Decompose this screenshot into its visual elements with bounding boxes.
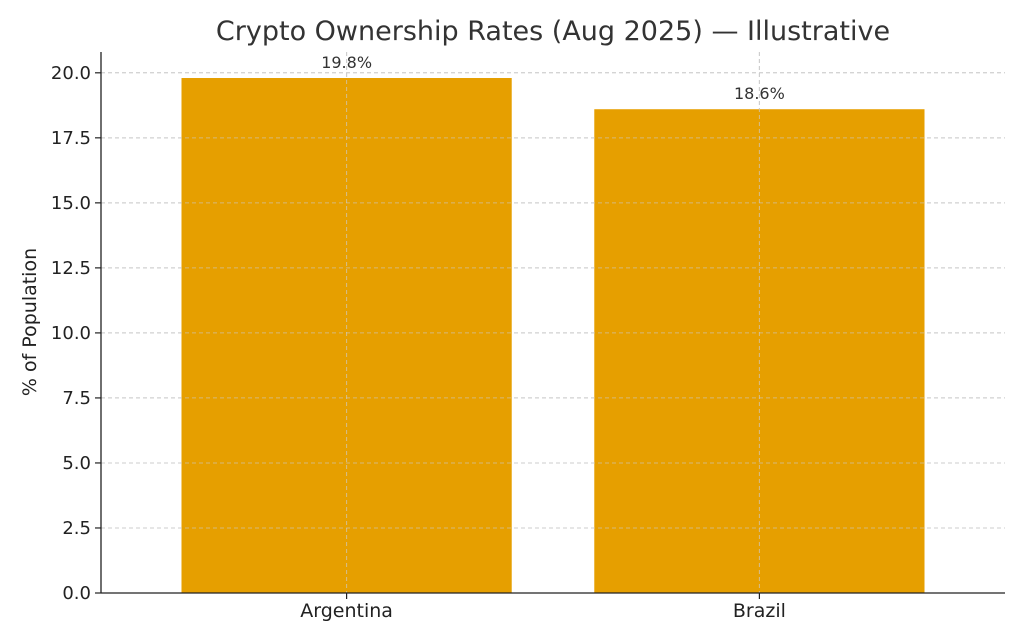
chart-title: Crypto Ownership Rates (Aug 2025) — Illu… — [216, 16, 890, 47]
axes: 0.0 2.5 5.0 7.5 10.0 12.5 15.0 17.5 20.0 Argentin… — [51, 52, 1005, 622]
y-tick-label: 10.0 — [51, 323, 91, 344]
data-label: 18.6% — [734, 84, 785, 103]
y-tick-label: 17.5 — [51, 128, 91, 149]
y-tick-label: 12.5 — [51, 258, 91, 279]
x-tick-label: Argentina — [300, 600, 393, 622]
y-tick-label: 15.0 — [51, 193, 91, 214]
bar-brazil — [594, 109, 925, 593]
y-tick-label: 7.5 — [62, 388, 91, 409]
x-tick-label: Brazil — [733, 600, 786, 622]
y-axis-label: % of Population — [19, 248, 41, 396]
y-tick-label: 2.5 — [62, 518, 91, 539]
y-tick-label: 5.0 — [62, 453, 91, 474]
data-labels: 19.8%18.6% — [101, 52, 1005, 594]
y-tick-label: 0.0 — [62, 583, 91, 604]
y-tick-label: 20.0 — [51, 63, 91, 84]
bars — [181, 78, 925, 593]
